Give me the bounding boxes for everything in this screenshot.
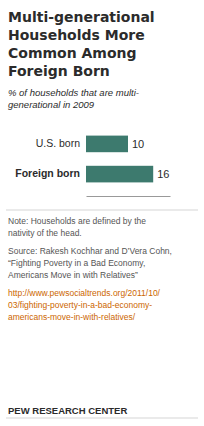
title-line: Common Among <box>8 45 137 61</box>
subtitle: % of households that are multi-generatio… <box>8 87 139 110</box>
chart: Multi-generational Households More Common … <box>0 0 204 426</box>
separator <box>6 210 198 211</box>
y-axis: U.S. born Foreign born <box>15 137 80 179</box>
annotation-line: americans-move-in-with-relatives/ <box>8 312 136 322</box>
annotation-line: Americans Move in with Relatives” <box>8 270 138 280</box>
y-tick-label: U.S. born <box>36 137 81 149</box>
bar <box>86 136 128 153</box>
title-line: Multi-generational <box>8 9 155 25</box>
y-tick: Foreign born <box>15 167 80 179</box>
bar <box>86 166 153 183</box>
subtitle-line: % of households that are multi- <box>8 87 139 98</box>
x-axis <box>87 196 171 197</box>
title-line: Households More <box>8 27 145 43</box>
data-label: 10 <box>132 138 144 150</box>
bars <box>86 136 153 183</box>
annotation-line: 03/fighting-poverty-in-a-bad-economy- <box>8 300 152 310</box>
data-labels: 10 16 <box>132 138 169 180</box>
title-line: Foreign Born <box>8 63 110 79</box>
y-tick: U.S. born <box>36 137 81 149</box>
annotation-line: nativity of the head. <box>8 228 82 238</box>
data-label: 16 <box>157 168 169 180</box>
annotation-line: Source: Rakesh Kochhar and D’Vera Cohn, <box>8 246 172 256</box>
annotation-line: “Fighting Poverty in a Bad Economy, <box>8 258 145 268</box>
annotation-line: Note: Households are defined by the <box>8 216 146 226</box>
annotations: Note: Households are defined by the nativ… <box>8 216 172 416</box>
y-tick-label: Foreign born <box>15 167 80 179</box>
footer: PEW RESEARCH CENTER <box>8 405 127 416</box>
subtitle-line: generational in 2009 <box>8 99 95 110</box>
x-axis-line <box>87 196 171 197</box>
title: Multi-generational Households More Common … <box>8 9 155 79</box>
separator <box>6 418 198 419</box>
annotation-line: http://www.pewsocialtrends.org/2011/10/ <box>8 288 161 298</box>
